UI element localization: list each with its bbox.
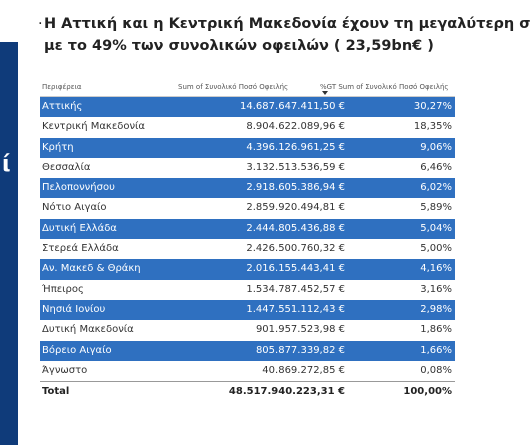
table-row: Βόρειο Αιγαίο 805.877.339,82 € 1,66% — [40, 340, 455, 361]
table-row: Άγνωστο 40.869.272,85 € 0,08% — [40, 361, 455, 381]
cell: 40.869.272,85 € — [262, 364, 345, 376]
cell: 5,04% — [420, 222, 452, 234]
cell: 2.859.920.494,81 € — [246, 202, 345, 214]
cell: 901.957.523,98 € — [255, 324, 345, 336]
cell: 18,35% — [413, 121, 452, 133]
table-row: Πελοποννήσου 2.918.605.386,94 € 6,02% — [40, 178, 455, 199]
cell: 6,46% — [420, 161, 452, 173]
cell: Θεσσαλία — [42, 161, 91, 173]
cell: 14.687.647.411,50 € — [240, 101, 345, 112]
table-row: Αττικής 14.687.647.411,50 € 30,27% — [40, 97, 455, 118]
cell: 805.877.339,82 € — [255, 344, 345, 356]
table-row: Δυτική Μακεδονία 901.957.523,98 € 1,86% — [40, 320, 455, 340]
cell: 30,27% — [413, 101, 452, 112]
cell: 2.426.500.760,32 € — [246, 243, 345, 255]
table-row: Total 48.517.940.223,31 € 100,00% — [40, 381, 455, 402]
cell: 1.534.787.452,57 € — [246, 283, 345, 295]
table-row: Στερεά Ελλάδα 2.426.500.760,32 € 5,00% — [40, 239, 455, 259]
cell: 2.444.805.436,88 € — [246, 222, 345, 234]
table-row: Νότιο Αιγαίο 2.859.920.494,81 € 5,89% — [40, 198, 455, 218]
cell: 48.517.940.223,31 € — [228, 386, 345, 398]
sidebar-glyph: ί — [2, 152, 11, 177]
title-line: Η Αττική και η Κεντρική Μακεδονία έχουν … — [38, 16, 530, 32]
cell: 4.396.126.961,25 € — [246, 141, 345, 153]
column-header[interactable]: %GT Sum of Συνολικό Ποσό Οφειλής — [320, 83, 449, 91]
cell: 2.918.605.386,94 € — [246, 182, 345, 194]
table-header: Περιφέρεια Sum of Συνολικό Ποσό Οφειλής … — [40, 80, 455, 97]
column-header[interactable]: Sum of Συνολικό Ποσό Οφειλής — [178, 83, 289, 91]
cell: 5,00% — [420, 243, 452, 255]
cell: Νότιο Αιγαίο — [42, 202, 107, 214]
cell: 4,16% — [420, 263, 452, 275]
cell: 2.016.155.443,41 € — [246, 263, 345, 275]
cell: 6,02% — [420, 182, 452, 194]
cell: 5,89% — [420, 202, 452, 214]
cell: 9,06% — [420, 141, 452, 153]
table-row: Κρήτη 4.396.126.961,25 € 9,06% — [40, 137, 455, 158]
cell: 100,00% — [403, 386, 452, 398]
cell: 1,86% — [420, 324, 452, 336]
cell: Άγνωστο — [42, 364, 88, 376]
cell: Κρήτη — [42, 141, 74, 153]
cell: 2,98% — [420, 303, 452, 315]
cell: 3,16% — [420, 283, 452, 295]
cell: Νησιά Ιονίου — [42, 303, 106, 315]
cell: 3.132.513.536,59 € — [246, 161, 345, 173]
cell: Πελοποννήσου — [42, 182, 115, 194]
sort-arrow — [322, 91, 328, 95]
column-header[interactable]: Περιφέρεια — [42, 83, 82, 91]
cell: Κεντρική Μακεδονία — [42, 121, 146, 133]
cell: Total — [42, 386, 70, 398]
cell: 8.904.622.089,96 € — [246, 121, 345, 133]
title-line: με το 49% των συνολικών οφειλών ( 23,59b… — [44, 38, 434, 54]
table-row: Ήπειρος 1.534.787.452,57 € 3,16% — [40, 280, 455, 300]
table-row: Κεντρική Μακεδονία 8.904.622.089,96 € 18,3… — [40, 117, 455, 137]
cell: Βόρειο Αιγαίο — [42, 344, 112, 356]
cell: Αν. Μακεδ & Θράκη — [42, 263, 141, 275]
cell: 0,08% — [420, 364, 452, 376]
cell: Δυτική Μακεδονία — [42, 324, 134, 336]
cell: Ήπειρος — [42, 283, 84, 295]
table-row: Αν. Μακεδ & Θράκη 2.016.155.443,41 € 4,16% — [40, 259, 455, 280]
cell: Αττικής — [42, 101, 83, 112]
table-row: Δυτική Ελλάδα 2.444.805.436,88 € 5,04% — [40, 218, 455, 240]
table-body: Αττικής 14.687.647.411,50 € 30,27% Κεντρική… — [40, 97, 455, 402]
table-row: Θεσσαλία 3.132.513.536,59 € 6,46% — [40, 158, 455, 178]
cell: 1,66% — [420, 344, 452, 356]
table-row: Νησιά Ιονίου 1.447.551.112,43 € 2,98% — [40, 299, 455, 321]
cell: Δυτική Ελλάδα — [42, 222, 117, 234]
cell: Στερεά Ελλάδα — [42, 243, 119, 255]
table: Περιφέρεια Sum of Συνολικό Ποσό Οφειλής … — [40, 80, 455, 402]
sidebar: ί — [0, 0, 18, 445]
logo — [0, 0, 18, 42]
cell: 1.447.551.112,43 € — [246, 303, 345, 315]
